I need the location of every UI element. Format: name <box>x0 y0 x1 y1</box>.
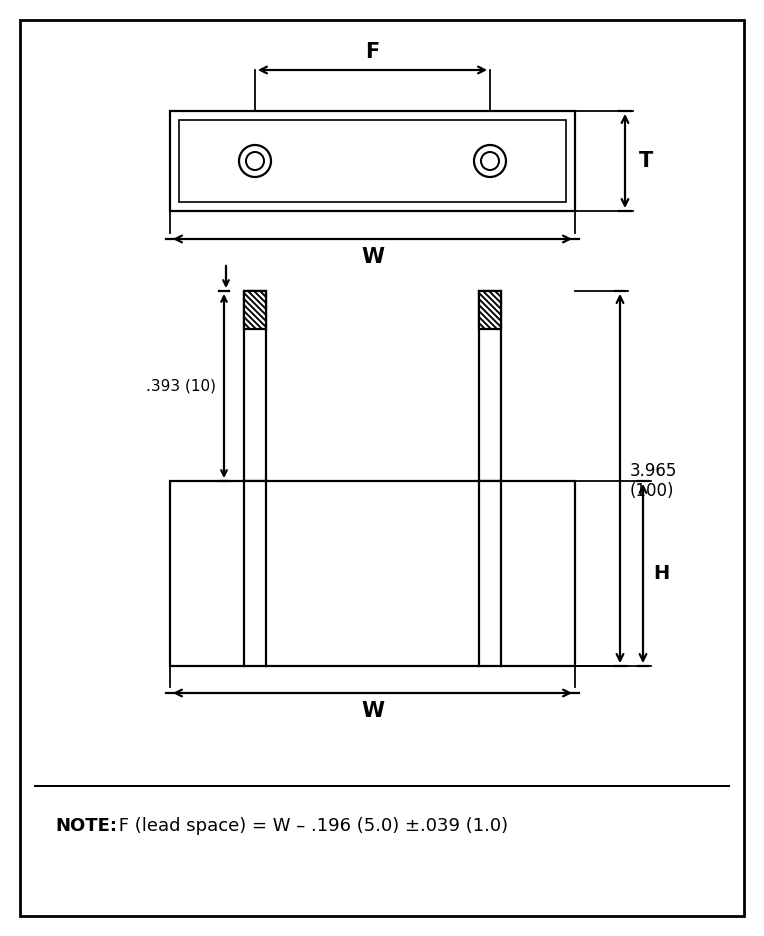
Bar <box>179 120 566 202</box>
Text: F (lead space) = W – .196 (5.0) ±.039 (1.0): F (lead space) = W – .196 (5.0) ±.039 (1… <box>113 817 508 835</box>
Circle shape <box>239 145 271 177</box>
Text: F: F <box>365 42 380 62</box>
Bar <box>479 291 501 481</box>
Text: NOTE:: NOTE: <box>55 817 117 835</box>
Text: W: W <box>361 701 384 721</box>
Bar <box>170 481 575 666</box>
Bar <box>170 111 575 211</box>
Text: 3.965: 3.965 <box>630 461 678 479</box>
Text: (100): (100) <box>630 481 675 500</box>
Bar <box>479 291 501 329</box>
Bar <box>244 291 266 481</box>
Circle shape <box>474 145 506 177</box>
Text: T: T <box>639 151 653 171</box>
Text: H: H <box>653 564 669 583</box>
Text: .393 (10): .393 (10) <box>146 378 216 393</box>
Bar <box>244 291 266 329</box>
Circle shape <box>481 152 499 170</box>
Circle shape <box>246 152 264 170</box>
Text: W: W <box>361 247 384 267</box>
